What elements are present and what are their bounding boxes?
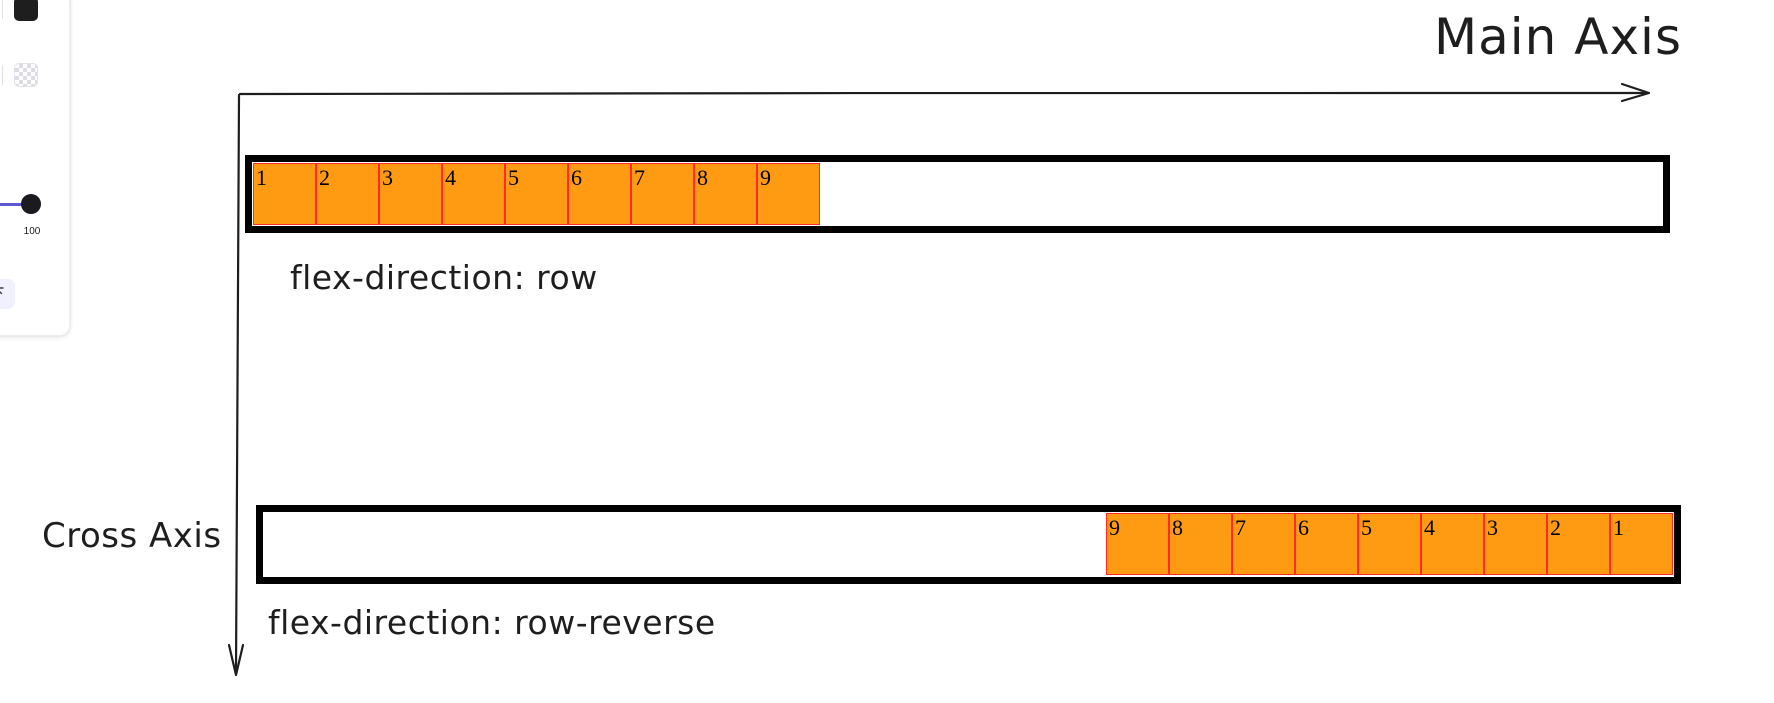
flex-item: 5 (1358, 513, 1421, 575)
opacity-value: 100 (23, 226, 41, 237)
flex-item: 2 (316, 163, 379, 225)
flex-item: 3 (379, 163, 442, 225)
flex-item: 9 (757, 163, 820, 225)
flex-row-reverse-caption[interactable]: flex-direction: row-reverse (268, 603, 716, 642)
flex-row-container[interactable]: 1 2 3 4 5 6 7 8 9 (245, 155, 1670, 233)
flex-item: 8 (694, 163, 757, 225)
background-transparent-swatch[interactable] (14, 63, 38, 87)
bring-to-front-button[interactable] (0, 279, 15, 309)
flex-item: 7 (631, 163, 694, 225)
opacity-slider-thumb[interactable] (21, 194, 41, 214)
flex-item: 6 (568, 163, 631, 225)
flex-item: 8 (1169, 513, 1232, 575)
flex-item: 7 (1232, 513, 1295, 575)
swatch-divider (2, 0, 3, 19)
flex-item: 3 (1484, 513, 1547, 575)
opacity-slider-track[interactable] (0, 203, 29, 206)
cross-axis-label[interactable]: Cross Axis (42, 516, 222, 556)
properties-panel: 100 (0, 0, 70, 336)
stroke-color-black-swatch[interactable] (14, 0, 38, 21)
flex-item: 6 (1295, 513, 1358, 575)
main-axis-arrow[interactable] (238, 82, 1651, 103)
flex-item: 5 (505, 163, 568, 225)
cross-axis-arrow[interactable] (227, 93, 245, 677)
flex-row-caption[interactable]: flex-direction: row (290, 258, 598, 297)
bring-to-front-icon (0, 285, 6, 304)
flex-item: 1 (1610, 513, 1673, 575)
flex-item: 4 (442, 163, 505, 225)
flex-row-reverse-container[interactable]: 1 2 3 4 5 6 7 8 9 (256, 505, 1681, 584)
flex-item: 1 (253, 163, 316, 225)
flex-item: 4 (1421, 513, 1484, 575)
flex-item: 9 (1106, 513, 1169, 575)
flex-item: 2 (1547, 513, 1610, 575)
main-axis-label[interactable]: Main Axis (1434, 8, 1682, 66)
swatch-divider (2, 65, 3, 85)
